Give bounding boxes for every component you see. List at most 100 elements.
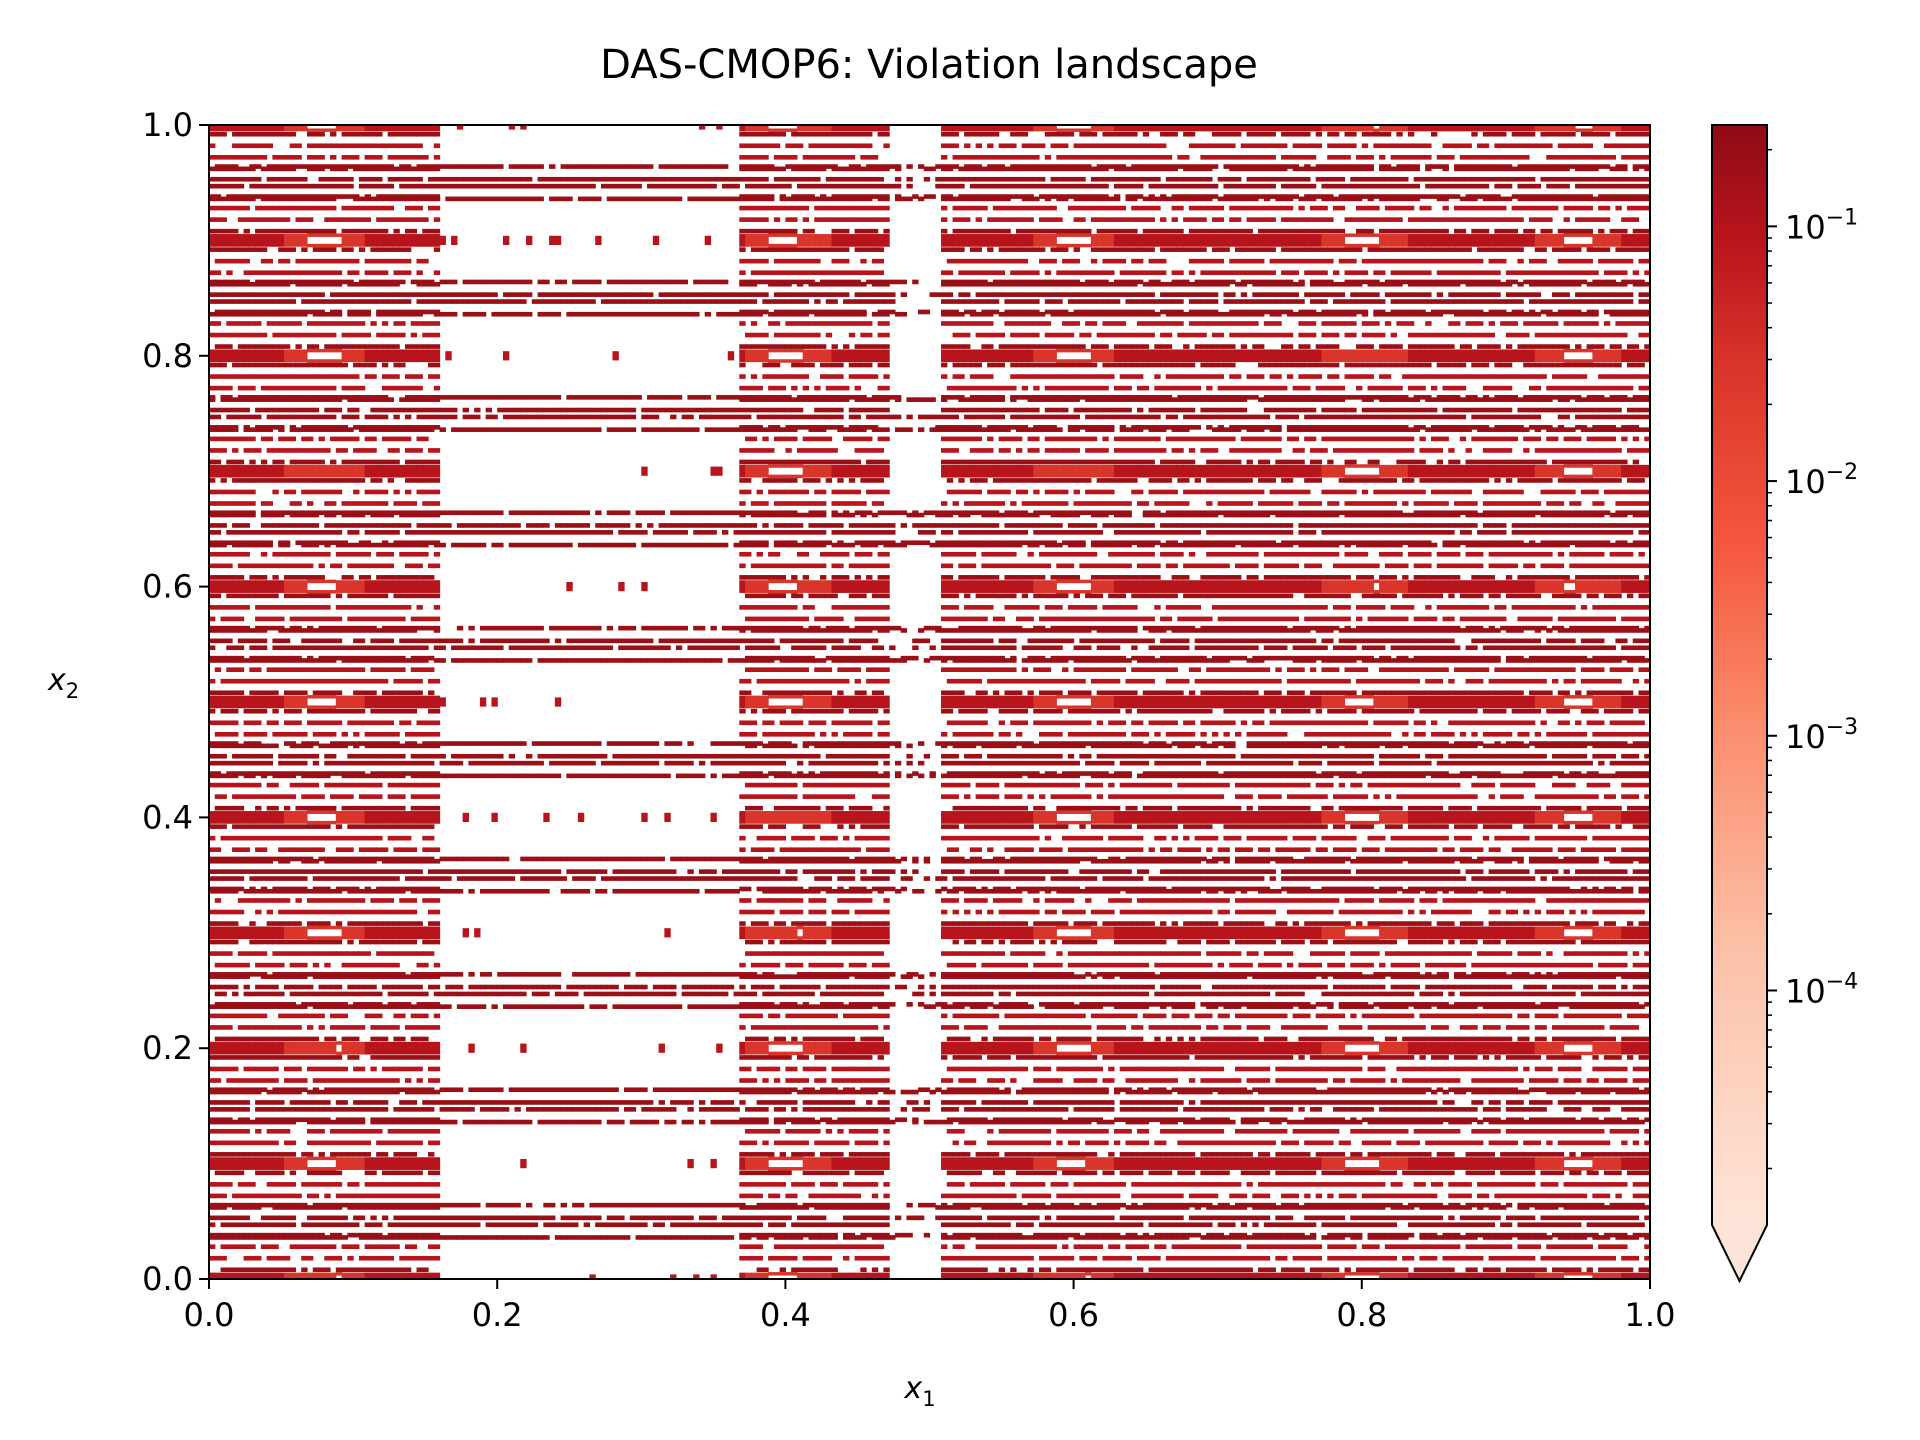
- heatmap-cell: [848, 1193, 856, 1199]
- heatmap-cell: [883, 1182, 890, 1187]
- heatmap-cell: [912, 1215, 919, 1221]
- heatmap-cell: [802, 1255, 810, 1261]
- heatmap-cell: [1482, 1182, 1490, 1187]
- heatmap-cell: [791, 1348, 797, 1353]
- heatmap-cell: [831, 1170, 838, 1176]
- heatmap-cell: [226, 1100, 233, 1105]
- heatmap-cell: [756, 1170, 763, 1176]
- heatmap-cell: [1350, 1193, 1357, 1199]
- heatmap-cell: [226, 1055, 233, 1060]
- heatmap-cell: [266, 1089, 273, 1095]
- heatmap-cell: [232, 1215, 239, 1221]
- heatmap-cell: [341, 1119, 348, 1125]
- heatmap-cell: [1563, 1215, 1570, 1221]
- heatmap-cell: [1286, 1267, 1294, 1273]
- heatmap-cell: [832, 1348, 838, 1353]
- heatmap-cell: [773, 1255, 781, 1261]
- heatmap-cell: [1113, 1182, 1121, 1187]
- heatmap-cell: [1160, 1297, 1166, 1302]
- heatmap-cell: [1546, 1255, 1553, 1261]
- heatmap-cell: [289, 1272, 297, 1279]
- heatmap-cell: [854, 1244, 861, 1249]
- heatmap-cell: [1258, 1128, 1265, 1134]
- heatmap-cell: [347, 1157, 354, 1170]
- heatmap-cell: [1292, 1182, 1299, 1187]
- heatmap-cell: [422, 1331, 428, 1336]
- heatmap-cell: [1436, 1222, 1444, 1228]
- heatmap-cell: [1638, 1157, 1645, 1170]
- heatmap-cell: [1373, 1170, 1380, 1176]
- heatmap-cell: [745, 1222, 752, 1228]
- heatmap-cell: [289, 1107, 297, 1112]
- heatmap-cell: [335, 1119, 343, 1125]
- heatmap-cell: [388, 1348, 394, 1353]
- heatmap-cell: [508, 1202, 516, 1208]
- heatmap-cell: [399, 1255, 406, 1261]
- heatmap-cell: [1200, 1107, 1207, 1112]
- heatmap-cell: [1488, 1272, 1495, 1279]
- heatmap-cell: [1247, 1348, 1253, 1353]
- heatmap-cell: [214, 1182, 222, 1187]
- heatmap-cell: [1079, 1235, 1086, 1240]
- heatmap-cell: [306, 1167, 314, 1171]
- heatmap-cell: [866, 1309, 872, 1314]
- heatmap-cell: [1033, 1331, 1039, 1336]
- heatmap-cell: [1281, 1128, 1288, 1134]
- heatmap-cell: [428, 1222, 435, 1228]
- heatmap-cell: [871, 1244, 879, 1249]
- heatmap-cell: [1592, 1152, 1599, 1157]
- heatmap-cell: [1108, 1215, 1115, 1221]
- heatmap-cell: [1171, 1244, 1178, 1249]
- heatmap-cell: [1010, 1193, 1017, 1199]
- heatmap-cell: [1356, 1182, 1363, 1187]
- heatmap-cell: [249, 1272, 256, 1279]
- heatmap-cell: [295, 1286, 301, 1291]
- heatmap-cell: [324, 991, 331, 997]
- heatmap-cell: [1188, 1152, 1196, 1157]
- heatmap-cell: [992, 1182, 1000, 1187]
- heatmap-cell: [1610, 1348, 1616, 1353]
- heatmap-cell: [1563, 1244, 1570, 1249]
- heatmap-cell: [341, 1202, 348, 1208]
- heatmap-cell: [854, 1193, 861, 1199]
- heatmap-cell: [376, 1140, 383, 1146]
- heatmap-cell: [560, 1235, 567, 1240]
- heatmap-cell: [1390, 1107, 1397, 1112]
- heatmap-cell: [589, 1274, 596, 1279]
- heatmap-cell: [272, 1318, 278, 1323]
- heatmap-cell: [1535, 1348, 1541, 1353]
- heatmap-cell: [1074, 1348, 1080, 1353]
- heatmap-cell: [1407, 1272, 1415, 1279]
- heatmap-cell: [1165, 1222, 1173, 1228]
- heatmap-cell: [1632, 1157, 1640, 1170]
- heatmap-cell: [1240, 1215, 1248, 1221]
- heatmap-cell: [1586, 1182, 1593, 1187]
- heatmap-cell: [866, 1255, 873, 1261]
- heatmap-cell: [1430, 1267, 1438, 1273]
- heatmap-cell: [209, 1004, 216, 1009]
- heatmap-cell: [370, 1170, 377, 1176]
- heatmap-cell: [1073, 1152, 1080, 1157]
- heatmap-cell: [393, 1128, 400, 1134]
- heatmap-cell: [289, 1140, 297, 1146]
- heatmap-cell: [1275, 1318, 1281, 1323]
- heatmap-cell: [1004, 1232, 1011, 1238]
- heatmap-cell: [358, 1128, 366, 1134]
- heatmap-cell: [1062, 1107, 1069, 1112]
- heatmap-cell: [1033, 1318, 1039, 1323]
- heatmap-cell: [353, 1087, 360, 1093]
- heatmap-cell: [1361, 1156, 1369, 1161]
- heatmap-cell: [1125, 1215, 1132, 1221]
- heatmap-cell: [1592, 1140, 1599, 1146]
- heatmap-cell: [1292, 1255, 1299, 1261]
- heatmap-cell: [768, 1170, 775, 1176]
- heatmap-cell: [820, 1348, 826, 1353]
- heatmap-cell: [283, 1202, 291, 1208]
- heatmap-cell: [1039, 1272, 1046, 1279]
- heatmap-cell: [1258, 1157, 1265, 1170]
- heatmap-cell: [854, 1272, 861, 1279]
- heatmap-cell: [278, 1286, 284, 1291]
- heatmap-cell: [243, 1222, 250, 1228]
- heatmap-cell: [1223, 1318, 1229, 1323]
- heatmap-cell: [272, 1119, 279, 1125]
